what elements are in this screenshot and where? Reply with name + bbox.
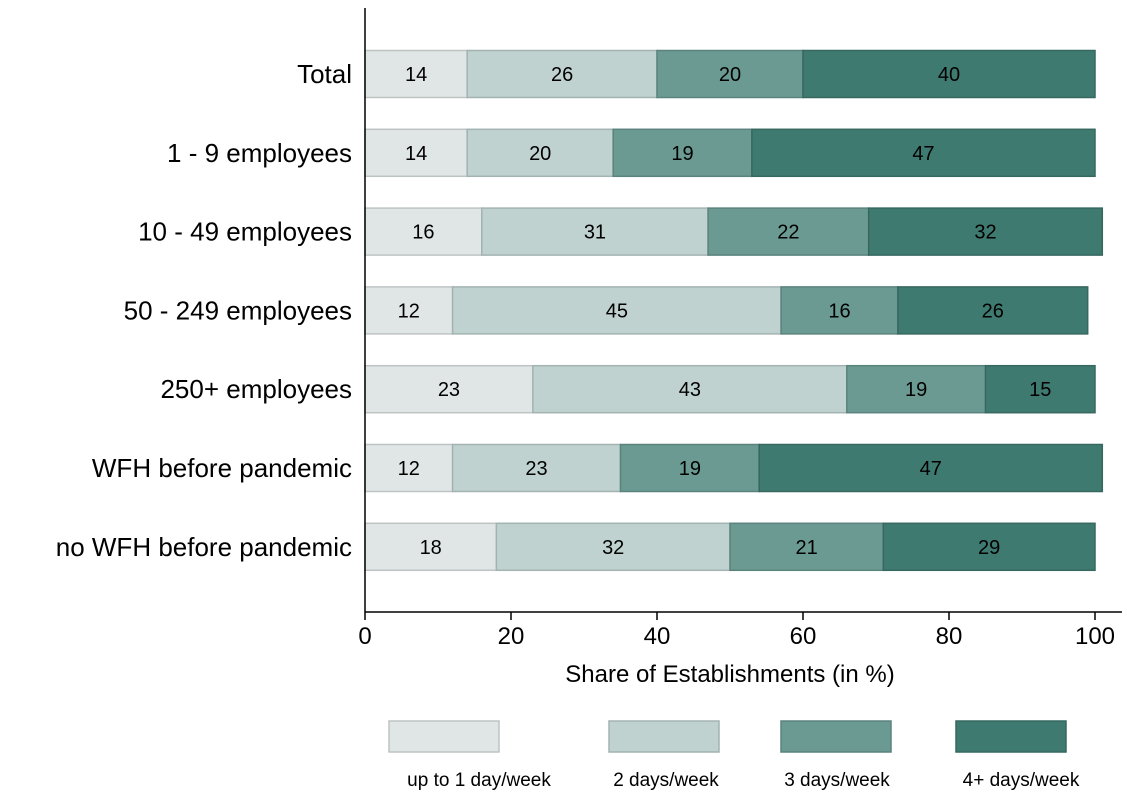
data-label: 19 — [671, 143, 693, 165]
x-axis-title: Share of Establishments (in %) — [565, 661, 894, 688]
bar-group: 12 45 16 26 — [364, 286, 1089, 335]
data-label: 31 — [584, 222, 606, 244]
data-label: 18 — [420, 537, 442, 559]
bar-segment — [451, 286, 782, 335]
x-tick-label: 60 — [790, 623, 817, 650]
bar-segment — [751, 128, 1096, 178]
category-label: 1 - 9 employees — [167, 138, 352, 168]
category-label: Total — [297, 59, 352, 89]
bar-segment — [364, 49, 468, 99]
data-label: 47 — [920, 458, 942, 480]
bar-segment — [364, 443, 454, 493]
category-label: WFH before pandemic — [92, 453, 352, 483]
bar-group: 14 20 19 47 — [364, 128, 1096, 178]
legend-swatch — [780, 720, 892, 753]
bar-segment — [846, 364, 987, 414]
category-label: no WFH before pandemic — [56, 532, 352, 562]
legend-label: 3 days/week — [784, 770, 890, 791]
bar-segment — [867, 207, 1104, 256]
bar-segment — [532, 364, 848, 414]
bar-group: 14 26 20 40 — [364, 49, 1096, 99]
data-label: 15 — [1029, 379, 1051, 401]
data-label: 45 — [606, 300, 628, 322]
bar-segment — [612, 128, 753, 178]
x-tick-label: 40 — [644, 623, 671, 650]
data-label: 26 — [551, 64, 573, 86]
data-label: 32 — [602, 537, 624, 559]
bar-segment — [451, 443, 622, 493]
legend: up to 1 day/week 2 days/week 3 days/week 4+… — [388, 720, 1080, 791]
x-tick-label: 20 — [498, 623, 525, 650]
bar-segment — [364, 128, 468, 178]
category-label: 10 - 49 employees — [138, 217, 352, 247]
legend-swatch — [955, 720, 1067, 753]
x-tick-label: 100 — [1075, 623, 1115, 650]
legend-label: 2 days/week — [613, 770, 719, 791]
data-label: 16 — [828, 300, 850, 322]
data-label: 16 — [412, 222, 434, 244]
bar-segment — [802, 49, 1096, 99]
bar-segment — [897, 286, 1089, 335]
bar-segment — [882, 522, 1096, 572]
data-label: 26 — [982, 300, 1004, 322]
bar-group: 16 31 22 32 — [364, 207, 1104, 256]
legend-label: up to 1 day/week — [407, 770, 551, 791]
bar-segment — [481, 207, 709, 256]
bar-segment — [984, 364, 1096, 414]
bar-segment — [466, 49, 658, 99]
data-label: 12 — [398, 458, 420, 480]
data-label: 19 — [905, 379, 927, 401]
data-label: 14 — [405, 64, 427, 86]
data-label: 22 — [777, 222, 799, 244]
data-label: 20 — [529, 143, 551, 165]
x-tick-label: 0 — [358, 623, 371, 650]
bar-group: 18 32 21 29 — [364, 522, 1096, 572]
bar-group: 23 43 19 15 — [364, 364, 1096, 414]
legend-swatch — [608, 720, 720, 753]
data-label: 23 — [525, 458, 547, 480]
data-label: 43 — [679, 379, 701, 401]
bar-segment — [619, 443, 760, 493]
legend-swatch — [388, 720, 500, 753]
data-label: 32 — [974, 222, 996, 244]
bar-group: 12 23 19 47 — [364, 443, 1104, 493]
data-label: 47 — [912, 143, 934, 165]
data-label: 40 — [938, 64, 960, 86]
bar-segment — [729, 522, 885, 572]
data-label: 12 — [398, 300, 420, 322]
data-label: 23 — [438, 379, 460, 401]
x-tick-label: 80 — [936, 623, 963, 650]
data-label: 19 — [679, 458, 701, 480]
data-label: 29 — [978, 537, 1000, 559]
data-label: 21 — [796, 537, 818, 559]
bar-segment — [364, 286, 454, 335]
category-label: 50 - 249 employees — [124, 295, 352, 325]
bar-segment — [656, 49, 804, 99]
data-label: 14 — [405, 143, 427, 165]
bar-segment — [466, 128, 614, 178]
data-label: 20 — [719, 64, 741, 86]
bar-segment — [758, 443, 1104, 493]
category-label: 250+ employees — [160, 374, 352, 404]
legend-label: 4+ days/week — [963, 770, 1080, 791]
bar-segment — [364, 522, 498, 572]
